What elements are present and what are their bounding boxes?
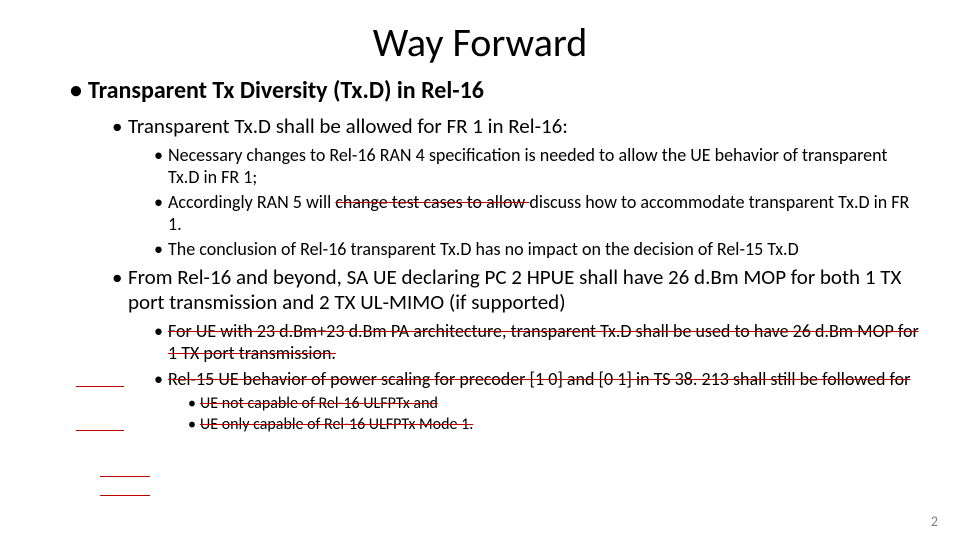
strike-text: UE only capable of Rel-16 ULFPTx Mode 1. bbox=[200, 415, 473, 434]
bullet-lvl4: UE not capable of Rel-16 ULFPTx and bbox=[188, 394, 920, 413]
bullet-lvl3: Rel-15 UE behavior of power scaling for … bbox=[154, 369, 920, 391]
strike-text: Rel-15 UE behavior of power scaling for … bbox=[168, 368, 910, 390]
strike-text: UE not capable of Rel-16 ULFPTx and bbox=[200, 394, 438, 413]
bullet-lvl2: From Rel-16 and beyond, SA UE declaring … bbox=[112, 265, 920, 315]
strike-text: change test cases to allow bbox=[335, 191, 529, 213]
text-run: Accordingly RAN 5 will bbox=[168, 191, 335, 213]
change-bar bbox=[100, 495, 150, 496]
bullet-lvl3: The conclusion of Rel-16 transparent Tx.… bbox=[154, 239, 920, 261]
strike-text: For UE with 23 d.Bm+23 d.Bm PA architect… bbox=[168, 320, 919, 364]
slide: Way Forward Transparent Tx Diversity (Tx… bbox=[0, 0, 960, 540]
bullet-list-lvl3: For UE with 23 d.Bm+23 d.Bm PA architect… bbox=[112, 321, 920, 434]
page-number: 2 bbox=[931, 513, 938, 530]
bullet-lvl1: Transparent Tx Diversity (Tx.D) in Rel-1… bbox=[70, 77, 920, 106]
slide-title: Way Forward bbox=[40, 18, 920, 67]
change-bar bbox=[76, 386, 124, 387]
bullet-lvl4: UE only capable of Rel-16 ULFPTx Mode 1. bbox=[188, 415, 920, 434]
bullet-list-lvl2: Transparent Tx.D shall be allowed for FR… bbox=[70, 114, 920, 435]
change-bar bbox=[100, 476, 150, 477]
bullet-lvl3: Accordingly RAN 5 will change test cases… bbox=[154, 192, 920, 235]
bullet-list-lvl3: Necessary changes to Rel-16 RAN 4 specif… bbox=[112, 145, 920, 261]
change-bar bbox=[76, 430, 124, 431]
bullet-lvl2: Transparent Tx.D shall be allowed for FR… bbox=[112, 114, 920, 139]
bullet-list: Transparent Tx Diversity (Tx.D) in Rel-1… bbox=[40, 77, 920, 434]
bullet-lvl3: Necessary changes to Rel-16 RAN 4 specif… bbox=[154, 145, 920, 188]
bullet-lvl3: For UE with 23 d.Bm+23 d.Bm PA architect… bbox=[154, 321, 920, 364]
bullet-list-lvl4: UE not capable of Rel-16 ULFPTx and UE o… bbox=[154, 394, 920, 434]
